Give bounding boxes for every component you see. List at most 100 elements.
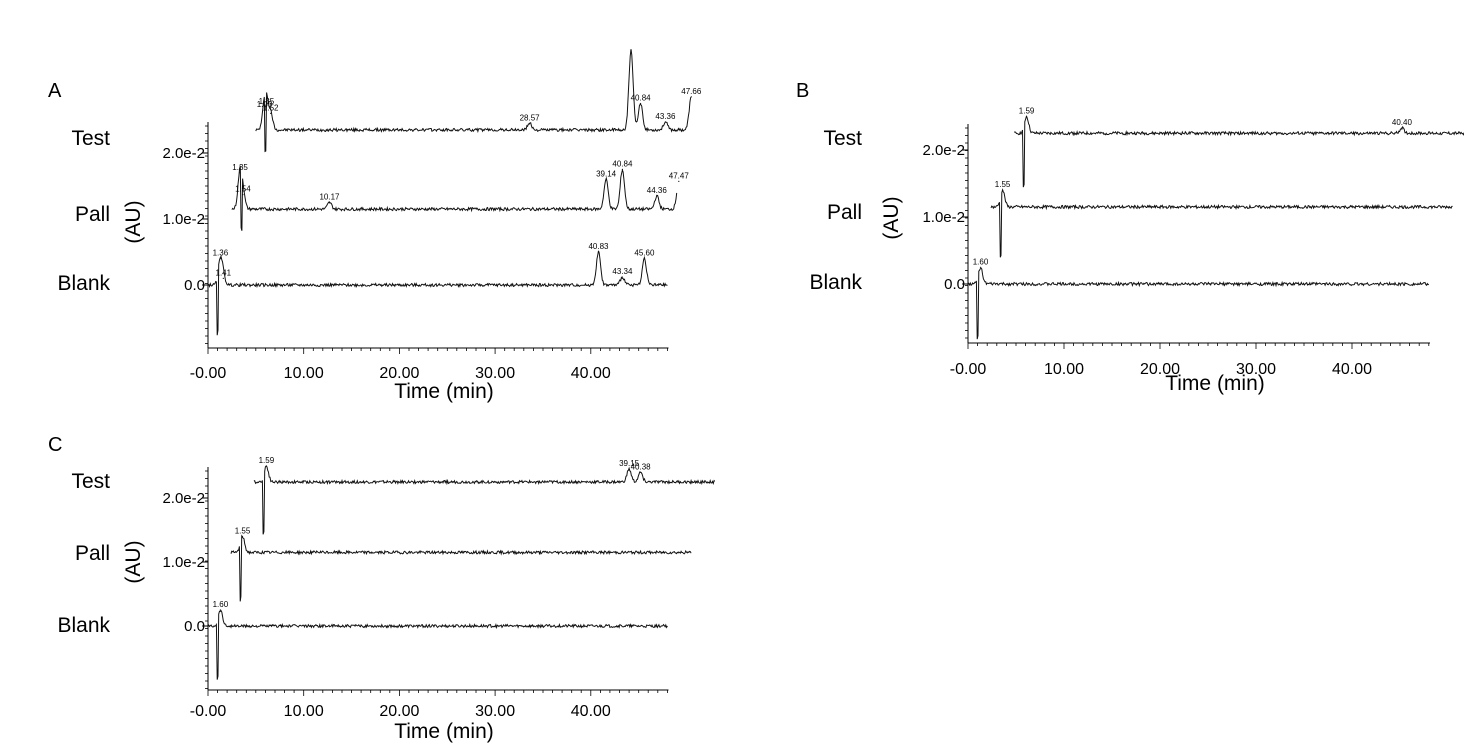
- x-tick-label: -0.00: [950, 361, 987, 378]
- peak-marker: [1401, 127, 1403, 129]
- x-tick-label: 30.00: [1236, 361, 1276, 378]
- peak-marker: [265, 465, 267, 467]
- chromatogram-line-pall: [230, 534, 692, 602]
- sample-label-blank: Blank: [809, 271, 862, 294]
- peak-marker: [219, 258, 221, 260]
- y-axis-label: (AU): [880, 196, 903, 239]
- peak-label: 1.59: [1019, 107, 1035, 116]
- peak-label: 28.57: [520, 113, 541, 122]
- peak-marker: [529, 122, 531, 124]
- peak-label: 39.15: [619, 459, 640, 468]
- peak-label: 1.52: [263, 103, 279, 112]
- peak-marker: [621, 276, 624, 278]
- peak-label: 43.36: [655, 112, 676, 121]
- peak-label: 39.14: [596, 169, 617, 178]
- peak-marker: [979, 266, 982, 268]
- peak-marker: [1026, 115, 1028, 118]
- x-tick-label: 40.00: [571, 703, 611, 720]
- peak-marker: [219, 609, 221, 611]
- panel-A: A 0.0 1.0e-2 2.0e-2 -0.00 10.00 20.00 30.00 40.0…: [48, 49, 702, 403]
- chromatogram-line-pall: [990, 188, 1453, 258]
- x-tick-label: -0.00: [190, 365, 227, 382]
- peak-label: 40.84: [631, 94, 652, 103]
- peak-label: 1.60: [973, 257, 989, 266]
- chromatogram-line-blank: [967, 267, 1430, 340]
- trace-pall: Pall 1.55: [75, 526, 692, 602]
- trace-blank: Blank 1.60: [57, 600, 668, 680]
- x-axis-label: Time (min): [394, 720, 494, 743]
- chromatogram-line-pall: [231, 165, 678, 231]
- panel-letter: C: [48, 434, 62, 456]
- peak-marker: [605, 178, 607, 180]
- peak-marker: [690, 96, 692, 98]
- peak-label: 1.55: [235, 526, 251, 535]
- peak-marker: [265, 106, 267, 108]
- peak-label: 43.34: [612, 267, 633, 276]
- peak-marker: [656, 195, 658, 197]
- x-tick-label: 10.00: [284, 365, 324, 382]
- peak-marker: [222, 277, 224, 279]
- y-tick-label: 0.0: [184, 618, 205, 635]
- sample-label-blank: Blank: [57, 614, 110, 637]
- trace-test: Test 1.59 40.40: [823, 107, 1464, 188]
- panel-B: B 0.0 1.0e-2 2.0e-2 -0.00 10.00 20.00 30.00 40.0…: [796, 80, 1464, 395]
- panel-C: C 0.0 1.0e-2 2.0e-2 -0.00 10.00 20.00 30.00 40.0…: [48, 434, 716, 743]
- x-tick-label: 20.00: [1140, 361, 1180, 378]
- peak-label: 44.36: [647, 186, 668, 195]
- sample-label-pall: Pall: [827, 201, 862, 224]
- peak-label: 45.60: [634, 249, 655, 258]
- peak-marker: [242, 194, 244, 196]
- peak-marker: [1002, 189, 1004, 191]
- sample-label-blank: Blank: [57, 272, 110, 295]
- chromatogram-line-blank: [207, 250, 668, 336]
- peak-label: 1.55: [995, 180, 1011, 189]
- y-tick-label: 0.0: [184, 277, 205, 294]
- peak-label: 1.59: [259, 456, 275, 465]
- x-tick-label: 30.00: [475, 365, 515, 382]
- panel-letter: A: [48, 80, 62, 102]
- peak-label: 1.35: [259, 97, 275, 106]
- sample-label-test: Test: [71, 127, 110, 150]
- y-tick-label: 1.0e-2: [922, 209, 965, 226]
- peak-marker: [678, 180, 680, 182]
- peak-marker: [664, 121, 667, 123]
- peak-label: 1.36: [213, 249, 229, 258]
- chromatogram-line-test: [1013, 115, 1464, 188]
- peak-label: 10.17: [319, 193, 340, 202]
- peak-marker: [640, 102, 642, 105]
- trace-pall: Pall 1.55: [827, 180, 1453, 258]
- x-axis-label: Time (min): [1165, 372, 1265, 395]
- x-tick-label: 10.00: [1044, 361, 1084, 378]
- sample-label-test: Test: [71, 470, 110, 493]
- peak-marker: [263, 109, 266, 111]
- peak-label: 1.03: [257, 100, 273, 109]
- y-axis-label: (AU): [122, 540, 145, 583]
- peak-label: 1.60: [213, 600, 229, 609]
- peak-label: 1.41: [216, 268, 232, 277]
- peak-marker: [621, 168, 624, 171]
- peak-label: 1.35: [232, 163, 248, 172]
- peak-label: 47.47: [669, 171, 690, 180]
- x-tick-label: 20.00: [379, 703, 419, 720]
- peak-label: 1.54: [235, 185, 251, 194]
- y-axis-label: (AU): [122, 200, 145, 243]
- y-tick-label: 0.0: [944, 276, 965, 293]
- peak-marker: [239, 172, 241, 174]
- peak-marker: [628, 468, 630, 470]
- panel-letter: B: [796, 80, 809, 102]
- chromatogram-line-blank: [207, 609, 668, 680]
- y-tick-label: 2.0e-2: [162, 490, 205, 507]
- peak-marker: [597, 251, 600, 253]
- peak-label: 40.38: [631, 462, 652, 471]
- sample-label-test: Test: [823, 127, 862, 150]
- peak-marker: [640, 471, 642, 473]
- x-tick-label: -0.00: [190, 703, 227, 720]
- peak-marker: [328, 201, 331, 204]
- peak-label: 40.83: [588, 242, 609, 251]
- peak-label: 40.84: [612, 160, 633, 169]
